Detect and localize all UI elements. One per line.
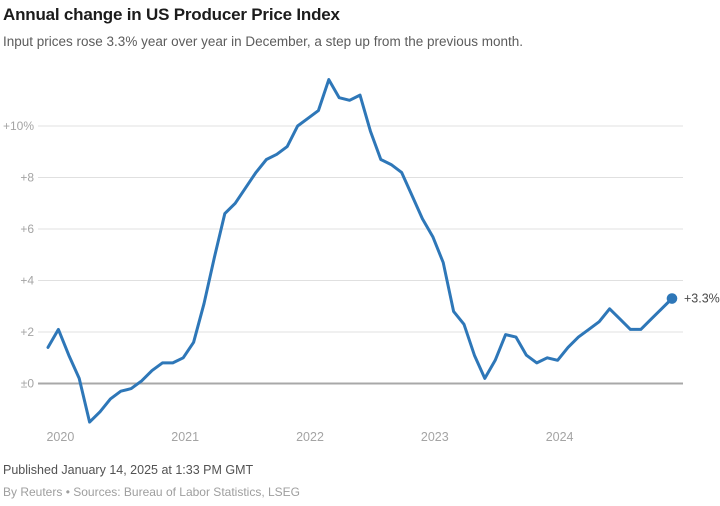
x-axis-tick-label: 2020 bbox=[46, 430, 74, 444]
latest-point-marker bbox=[666, 293, 678, 304]
y-axis-tick-label: +4 bbox=[20, 274, 34, 288]
y-axis-tick-label: +8 bbox=[20, 171, 34, 185]
chart-subtitle: Input prices rose 3.3% year over year in… bbox=[3, 34, 524, 49]
source-byline: By Reuters • Sources: Bureau of Labor St… bbox=[3, 485, 301, 499]
x-axis-tick-label: 2022 bbox=[296, 430, 324, 444]
y-axis-tick-label: +10% bbox=[3, 119, 34, 133]
page-title: Annual change in US Producer Price Index bbox=[3, 5, 340, 24]
ppi-line-chart: +10% +8 +6 +4 +2 ±0 2020 2021 2022 2023 2024 +3.3% bbox=[3, 78, 720, 444]
published-timestamp: Published January 14, 2025 at 1:33 PM GM… bbox=[3, 463, 254, 477]
y-axis-tick-label: +6 bbox=[20, 222, 34, 236]
x-axis-tick-label: 2023 bbox=[421, 430, 449, 444]
ppi-series-line bbox=[46, 78, 674, 424]
x-axis-tick-label: 2021 bbox=[171, 430, 199, 444]
latest-value-label: +3.3% bbox=[684, 292, 720, 306]
y-axis-tick-label: ±0 bbox=[21, 377, 35, 391]
y-axis-tick-label: +2 bbox=[20, 325, 34, 339]
x-axis-tick-label: 2024 bbox=[546, 430, 574, 444]
